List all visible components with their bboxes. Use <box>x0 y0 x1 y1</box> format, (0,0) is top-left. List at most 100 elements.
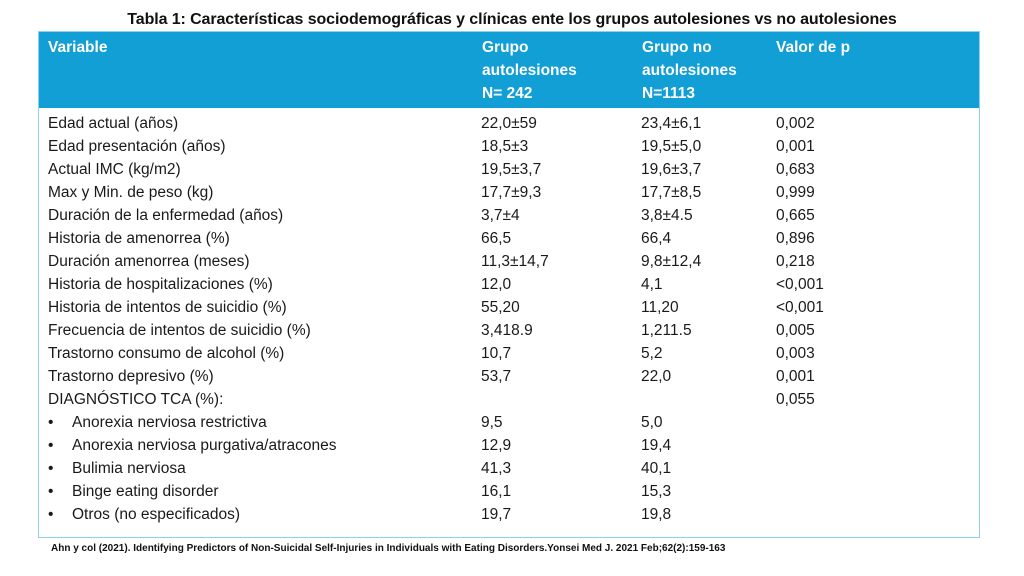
header-p-value: Valor de p <box>776 39 851 56</box>
header-group1-line: Grupo <box>482 39 529 56</box>
cell-variable: Trastorno depresivo (%) <box>48 368 214 385</box>
cell-group1: 16,1 <box>481 483 512 500</box>
cell-variable-wrap: • Binge eating disorder <box>48 480 219 503</box>
table-header: Variable Grupo autolesiones N= 242 Grupo… <box>39 32 979 108</box>
header-group2-count: N=1113 <box>642 85 696 102</box>
cell-group1: 55,20 <box>481 299 520 316</box>
cell-group1: 12,9 <box>481 437 512 454</box>
bullet-icon: • <box>48 460 54 477</box>
cell-variable: Historia de hospitalizaciones (%) <box>48 276 273 293</box>
cell-variable: Anorexia nerviosa purgativa/atracones <box>72 437 337 454</box>
table-row-bullet: • Anorexia nerviosa restrictiva 9,5 5,0 <box>39 411 979 434</box>
cell-p-value: <0,001 <box>776 276 824 293</box>
table-row-bullet: • Bulimia nerviosa 41,3 40,1 <box>39 457 979 480</box>
table-title: Tabla 1: Características sociodemográfic… <box>127 11 897 28</box>
cell-group1: 19,5±3,7 <box>481 161 542 178</box>
cell-group1: 22,0±59 <box>481 115 537 132</box>
cell-group2: 15,3 <box>641 483 672 500</box>
cell-variable: Frecuencia de intentos de suicidio (%) <box>48 322 311 339</box>
cell-p-value: 0,002 <box>776 115 815 132</box>
cell-group1: 53,7 <box>481 368 512 385</box>
cell-variable: Bulimia nerviosa <box>72 460 186 477</box>
cell-p-value: 0,999 <box>776 184 815 201</box>
cell-variable: Binge eating disorder <box>72 483 219 500</box>
cell-p-value: 0,001 <box>776 138 815 155</box>
cell-variable: DIAGNÓSTICO TCA (%): <box>48 391 224 408</box>
cell-variable-wrap: • Anorexia nerviosa restrictiva <box>48 411 267 434</box>
cell-group2: 17,7±8,5 <box>641 184 702 201</box>
cell-group2: 19,4 <box>641 437 672 454</box>
table-body: Edad actual (años) 22,0±59 23,4±6,1 0,00… <box>39 112 979 526</box>
cell-group2: 4,1 <box>641 276 663 293</box>
table-row: Duración de la enfermedad (años) 3,7±4 3… <box>39 204 979 227</box>
cell-variable-wrap: • Anorexia nerviosa purgativa/atracones <box>48 434 337 457</box>
table-row: Trastorno consumo de alcohol (%) 10,7 5,… <box>39 342 979 365</box>
bullet-icon: • <box>48 437 54 454</box>
cell-p-value: 0,003 <box>776 345 815 362</box>
cell-variable: Anorexia nerviosa restrictiva <box>72 414 267 431</box>
table-row: Duración amenorrea (meses) 11,3±14,7 9,8… <box>39 250 979 273</box>
header-group2-line: Grupo no <box>642 39 712 56</box>
cell-p-value: 0,055 <box>776 391 815 408</box>
cell-group2: 19,6±3,7 <box>641 161 702 178</box>
cell-group2: 19,8 <box>641 506 672 523</box>
cell-p-value: 0,665 <box>776 207 815 224</box>
table-row: Edad presentación (años) 18,5±3 19,5±5,0… <box>39 135 979 158</box>
table-row: Max y Min. de peso (kg) 17,7±9,3 17,7±8,… <box>39 181 979 204</box>
cell-variable: Actual IMC (kg/m2) <box>48 161 181 178</box>
table-row-bullet: • Binge eating disorder 16,1 15,3 <box>39 480 979 503</box>
header-variable: Variable <box>48 39 108 56</box>
table-row: Historia de amenorrea (%) 66,5 66,4 0,89… <box>39 227 979 250</box>
cell-group2: 22,0 <box>641 368 672 385</box>
cell-group2: 40,1 <box>641 460 672 477</box>
cell-group2: 3,8±4.5 <box>641 207 693 224</box>
cell-group2: 1,211.5 <box>641 322 692 339</box>
cell-variable: Trastorno consumo de alcohol (%) <box>48 345 285 362</box>
table-row: Historia de hospitalizaciones (%) 12,0 4… <box>39 273 979 296</box>
cell-variable-wrap: • Bulimia nerviosa <box>48 457 186 480</box>
table-row: Trastorno depresivo (%) 53,7 22,0 0,001 <box>39 365 979 388</box>
cell-group2: 19,5±5,0 <box>641 138 702 155</box>
cell-group1: 12,0 <box>481 276 512 293</box>
header-group-no-autolesiones: Grupo no autolesiones N=1113 <box>642 36 737 105</box>
cell-variable: Duración amenorrea (meses) <box>48 253 250 270</box>
cell-variable: Edad actual (años) <box>48 115 179 132</box>
citation-footer: Ahn y col (2021). Identifying Predictors… <box>51 543 726 554</box>
header-group-autolesiones: Grupo autolesiones N= 242 <box>482 36 577 105</box>
header-group1-line: autolesiones <box>482 62 577 79</box>
cell-p-value: 0,896 <box>776 230 815 247</box>
table-row: Frecuencia de intentos de suicidio (%) 3… <box>39 319 979 342</box>
bullet-icon: • <box>48 506 54 523</box>
table-row-bullet: • Otros (no especificados) 19,7 19,8 <box>39 503 979 526</box>
cell-group1: 66,5 <box>481 230 512 247</box>
cell-group2: 5,0 <box>641 414 663 431</box>
header-group2-line: autolesiones <box>642 62 737 79</box>
bullet-icon: • <box>48 414 54 431</box>
cell-p-value: 0,218 <box>776 253 815 270</box>
cell-group1: 3,7±4 <box>481 207 520 224</box>
cell-group2: 5,2 <box>641 345 663 362</box>
cell-group2: 23,4±6,1 <box>641 115 702 132</box>
cell-p-value: 0,005 <box>776 322 815 339</box>
table-row: Actual IMC (kg/m2) 19,5±3,7 19,6±3,7 0,6… <box>39 158 979 181</box>
cell-variable: Max y Min. de peso (kg) <box>48 184 214 201</box>
cell-group1: 11,3±14,7 <box>481 253 549 270</box>
cell-variable-wrap: • Otros (no especificados) <box>48 503 240 526</box>
table-row: Historia de intentos de suicidio (%) 55,… <box>39 296 979 319</box>
cell-variable: Historia de amenorrea (%) <box>48 230 230 247</box>
cell-group1: 41,3 <box>481 460 512 477</box>
cell-p-value: <0,001 <box>776 299 824 316</box>
cell-variable: Duración de la enfermedad (años) <box>48 207 284 224</box>
cell-group1: 9,5 <box>481 414 503 431</box>
cell-variable: Edad presentación (años) <box>48 138 226 155</box>
cell-group2: 11,20 <box>641 299 679 316</box>
cell-variable: Otros (no especificados) <box>72 506 240 523</box>
cell-group2: 9,8±12,4 <box>641 253 702 270</box>
data-table: Variable Grupo autolesiones N= 242 Grupo… <box>38 31 980 538</box>
cell-group2: 66,4 <box>641 230 672 247</box>
cell-group1: 18,5±3 <box>481 138 529 155</box>
cell-group1: 10,7 <box>481 345 512 362</box>
table-row-section-header: DIAGNÓSTICO TCA (%): 0,055 <box>39 388 979 411</box>
cell-group1: 3,418.9 <box>481 322 533 339</box>
cell-group1: 19,7 <box>481 506 512 523</box>
